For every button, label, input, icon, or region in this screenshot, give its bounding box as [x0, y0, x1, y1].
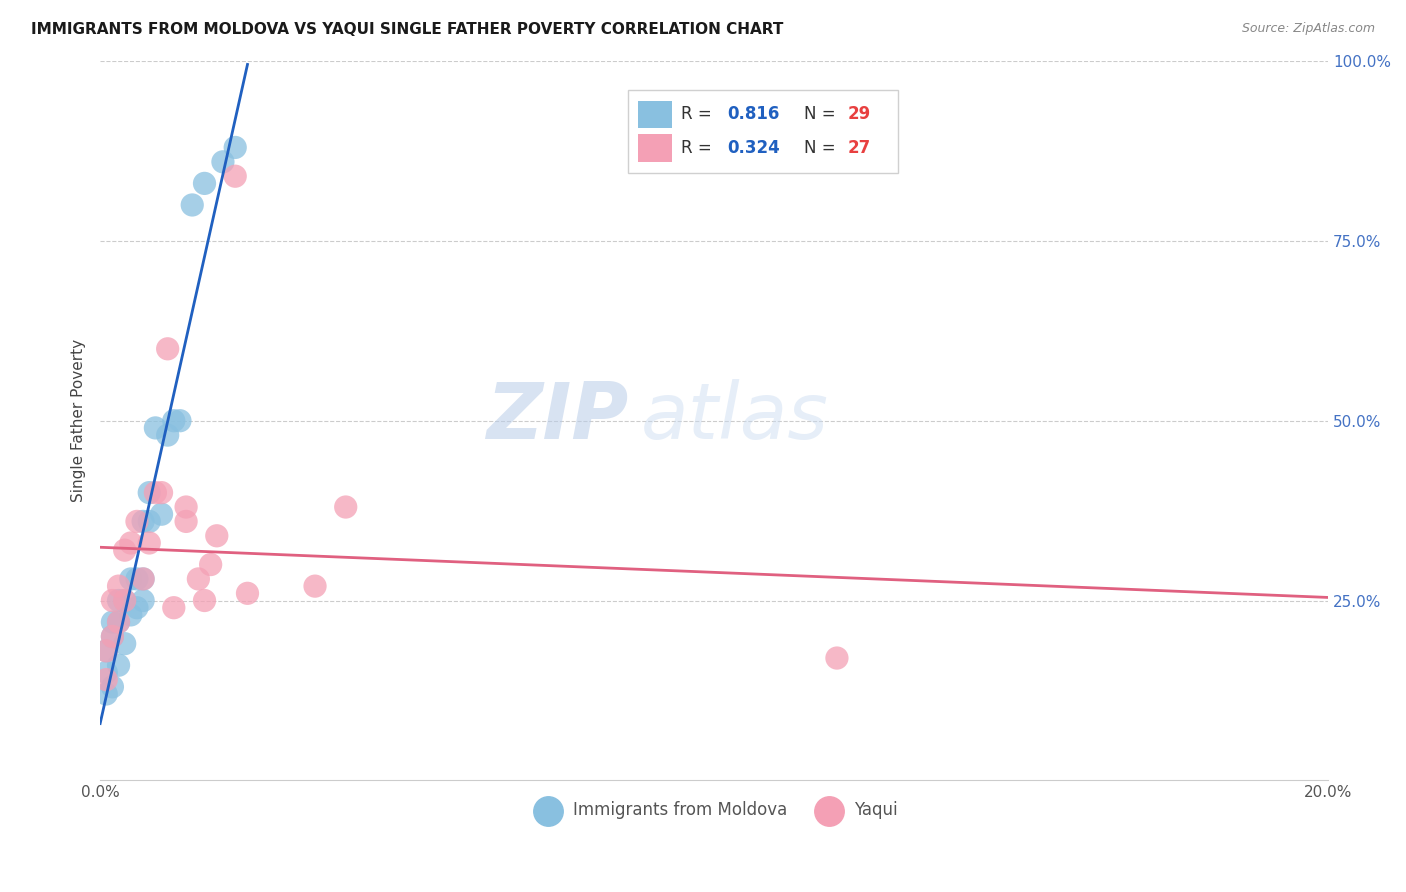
- Point: [125, 600, 148, 615]
- Point: [150, 485, 173, 500]
- Point: [107, 579, 129, 593]
- Point: [200, 558, 222, 572]
- Point: [96, 673, 118, 687]
- Text: IMMIGRANTS FROM MOLDOVA VS YAQUI SINGLE FATHER POVERTY CORRELATION CHART: IMMIGRANTS FROM MOLDOVA VS YAQUI SINGLE …: [31, 22, 783, 37]
- Point: [205, 529, 228, 543]
- Point: [132, 515, 155, 529]
- Point: [101, 630, 124, 644]
- FancyBboxPatch shape: [628, 90, 898, 173]
- Point: [138, 485, 160, 500]
- Point: [132, 572, 155, 586]
- Point: [101, 630, 124, 644]
- Point: [132, 572, 155, 586]
- Point: [107, 658, 129, 673]
- Point: [114, 637, 136, 651]
- Bar: [638, 101, 672, 128]
- Point: [101, 615, 124, 629]
- Text: 29: 29: [848, 104, 872, 122]
- Point: [193, 593, 215, 607]
- Point: [236, 586, 259, 600]
- Point: [304, 579, 326, 593]
- Point: [132, 593, 155, 607]
- Point: [163, 600, 186, 615]
- Point: [169, 414, 191, 428]
- Point: [193, 177, 215, 191]
- Point: [163, 414, 186, 428]
- Point: [156, 342, 179, 356]
- Point: [120, 572, 142, 586]
- Text: 0.816: 0.816: [728, 104, 780, 122]
- Bar: [638, 135, 672, 161]
- Point: [96, 644, 118, 658]
- Point: [145, 485, 167, 500]
- Y-axis label: Single Father Poverty: Single Father Poverty: [72, 339, 86, 502]
- Text: N =: N =: [804, 139, 841, 157]
- Point: [125, 572, 148, 586]
- Legend: Immigrants from Moldova, Yaqui: Immigrants from Moldova, Yaqui: [524, 795, 904, 826]
- Point: [120, 536, 142, 550]
- Point: [96, 687, 118, 701]
- Point: [150, 507, 173, 521]
- Point: [125, 515, 148, 529]
- Text: Source: ZipAtlas.com: Source: ZipAtlas.com: [1241, 22, 1375, 36]
- Point: [187, 572, 209, 586]
- Point: [825, 651, 848, 665]
- Point: [96, 665, 118, 680]
- Point: [107, 615, 129, 629]
- Point: [335, 500, 357, 514]
- Text: ZIP: ZIP: [486, 379, 628, 455]
- Point: [181, 198, 204, 212]
- Text: N =: N =: [804, 104, 841, 122]
- Point: [212, 154, 235, 169]
- Point: [138, 515, 160, 529]
- Point: [114, 593, 136, 607]
- Point: [101, 680, 124, 694]
- Point: [101, 593, 124, 607]
- Point: [107, 593, 129, 607]
- Point: [174, 500, 197, 514]
- Point: [156, 428, 179, 442]
- Text: 0.324: 0.324: [728, 139, 780, 157]
- Point: [145, 421, 167, 435]
- Text: R =: R =: [681, 139, 717, 157]
- Point: [174, 515, 197, 529]
- Point: [107, 615, 129, 629]
- Point: [224, 169, 246, 184]
- Point: [224, 140, 246, 154]
- Point: [138, 536, 160, 550]
- Text: atlas: atlas: [641, 379, 828, 455]
- Point: [96, 644, 118, 658]
- Point: [114, 543, 136, 558]
- Point: [120, 607, 142, 622]
- Text: R =: R =: [681, 104, 717, 122]
- Point: [114, 593, 136, 607]
- Text: 27: 27: [848, 139, 872, 157]
